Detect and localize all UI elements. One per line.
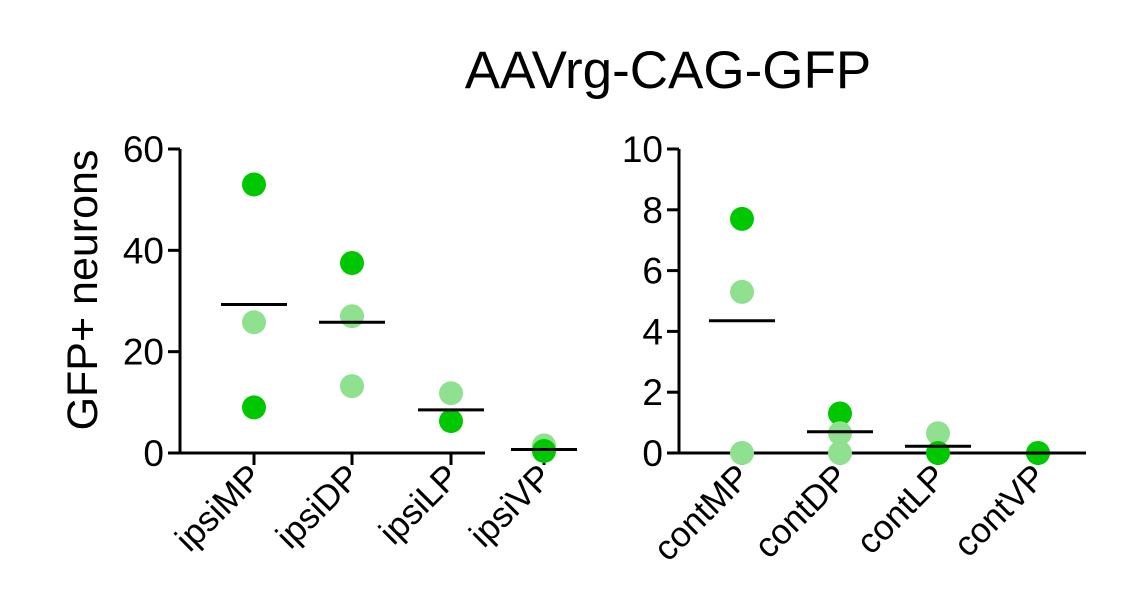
data-point [828,441,852,465]
data-point [242,172,266,197]
y-tick-label: 20 [123,332,164,373]
data-point [730,206,754,231]
chart-title: AAVrg-CAG-GFP [465,41,871,100]
category-label-ipsiDP: ipsiDP [269,457,368,556]
category-label-ipsiVP: ipsiVP [462,457,560,555]
category-label-contLP: contLP [849,457,954,562]
data-point [439,381,463,406]
data-point [730,279,754,304]
data-point [730,441,754,465]
y-tick-label: 40 [123,230,164,271]
data-point [926,441,950,465]
data-point [828,401,852,426]
y-tick-label: 4 [642,311,663,352]
y-tick-label: 60 [123,129,164,170]
y-axis-label: GFP+ neurons [59,150,107,431]
category-label-contVP: contVP [946,457,1053,564]
data-point [340,374,364,399]
data-point [242,310,266,335]
data-point [242,395,266,420]
category-label-ipsiLP: ipsiLP [372,457,467,552]
y-tick-label: 8 [642,190,663,231]
category-label-ipsiMP: ipsiMP [168,457,270,559]
data-point [340,251,364,275]
y-tick-label: 2 [642,372,663,413]
data-point [340,304,364,329]
y-tick-label: 0 [143,433,164,474]
data-point [532,438,556,463]
data-point [926,421,950,446]
data-point [828,421,852,446]
category-label-contDP: contDP [747,457,856,566]
y-tick-label: 6 [642,251,663,292]
y-tick-label: 0 [642,433,663,474]
data-point [439,409,463,434]
y-tick-label: 10 [622,129,663,170]
